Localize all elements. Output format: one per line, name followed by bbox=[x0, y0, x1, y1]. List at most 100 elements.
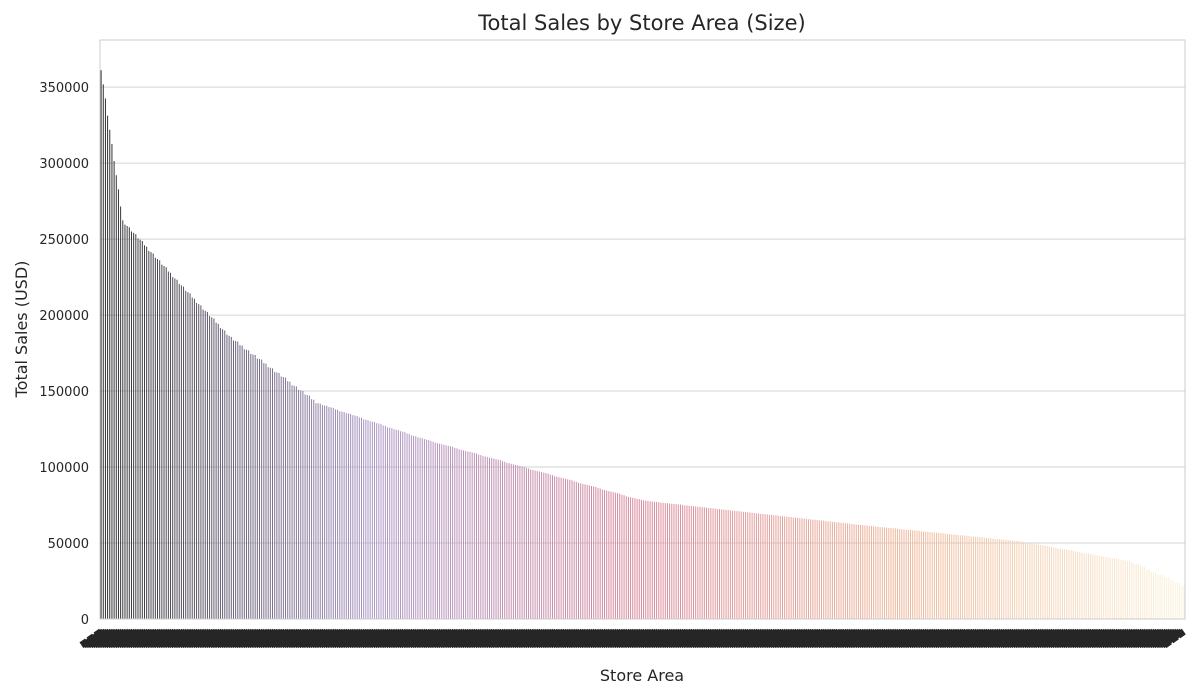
bar bbox=[1014, 540, 1016, 619]
bar bbox=[150, 252, 152, 619]
bar bbox=[1111, 558, 1113, 619]
bar bbox=[840, 522, 842, 619]
bar bbox=[471, 452, 473, 619]
bar bbox=[834, 521, 836, 619]
y-tick-label: 0 bbox=[81, 613, 89, 628]
bar bbox=[1083, 553, 1085, 619]
y-tick-label: 50000 bbox=[48, 537, 89, 552]
bar bbox=[1105, 557, 1107, 619]
bar bbox=[1025, 542, 1026, 619]
bar bbox=[378, 423, 380, 619]
bar bbox=[896, 528, 898, 619]
bar bbox=[278, 372, 280, 619]
bar bbox=[1081, 552, 1083, 619]
bar bbox=[768, 514, 770, 619]
bar bbox=[224, 330, 226, 619]
bar bbox=[1027, 542, 1029, 619]
bar bbox=[736, 511, 738, 619]
bar bbox=[454, 447, 456, 619]
bar bbox=[1109, 557, 1111, 619]
bar bbox=[671, 503, 673, 619]
bar bbox=[282, 377, 284, 619]
bar bbox=[580, 483, 582, 619]
bar bbox=[918, 530, 920, 619]
bar bbox=[413, 435, 415, 619]
bar bbox=[423, 439, 425, 619]
bar bbox=[886, 527, 888, 619]
bar bbox=[1042, 545, 1044, 619]
bar bbox=[265, 363, 267, 619]
y-tick-label: 150000 bbox=[39, 385, 89, 400]
bar bbox=[1022, 541, 1024, 619]
bar bbox=[350, 413, 352, 619]
bar bbox=[276, 372, 278, 619]
bar bbox=[647, 500, 649, 619]
bar bbox=[1183, 585, 1185, 619]
bar bbox=[130, 231, 132, 619]
bar bbox=[456, 448, 458, 619]
bar bbox=[801, 518, 803, 619]
bar bbox=[1001, 539, 1003, 619]
bar bbox=[152, 253, 154, 619]
bar bbox=[653, 501, 655, 619]
bar bbox=[946, 534, 948, 619]
bar bbox=[777, 515, 779, 619]
bar bbox=[232, 340, 234, 619]
bar bbox=[356, 415, 358, 619]
bar bbox=[1096, 555, 1098, 619]
bar bbox=[504, 461, 506, 619]
bar bbox=[460, 449, 462, 619]
bar bbox=[315, 403, 317, 619]
bar bbox=[786, 516, 788, 619]
bar bbox=[326, 405, 328, 619]
bar bbox=[593, 486, 595, 619]
bar bbox=[515, 464, 517, 619]
bar bbox=[304, 394, 306, 619]
bar bbox=[727, 509, 729, 619]
bar bbox=[1087, 553, 1089, 619]
bar bbox=[651, 501, 653, 619]
bar bbox=[489, 457, 491, 619]
bar bbox=[951, 534, 953, 619]
bar bbox=[725, 509, 727, 619]
bar bbox=[319, 403, 321, 619]
bar bbox=[523, 466, 525, 619]
bar bbox=[734, 510, 736, 619]
bar bbox=[180, 285, 182, 619]
bar bbox=[486, 457, 488, 619]
bar bbox=[245, 349, 247, 619]
bar bbox=[610, 491, 612, 619]
bar bbox=[660, 502, 662, 619]
bar bbox=[252, 354, 254, 619]
bar bbox=[838, 522, 840, 619]
bar bbox=[649, 501, 651, 619]
bar bbox=[810, 519, 812, 619]
bar bbox=[1044, 545, 1046, 619]
bar bbox=[100, 70, 102, 620]
bar bbox=[760, 513, 762, 619]
bar bbox=[226, 334, 228, 619]
bar bbox=[643, 500, 645, 619]
bar bbox=[1012, 540, 1013, 619]
bar bbox=[484, 456, 486, 619]
bar bbox=[187, 292, 189, 619]
y-tick-label: 250000 bbox=[39, 233, 89, 248]
bar bbox=[745, 512, 747, 619]
bar bbox=[920, 531, 922, 619]
bar bbox=[627, 496, 629, 619]
bar bbox=[753, 513, 755, 619]
bar bbox=[975, 536, 977, 619]
bar bbox=[430, 441, 432, 619]
bar bbox=[914, 530, 916, 619]
bar bbox=[1020, 541, 1022, 619]
bar bbox=[120, 206, 122, 619]
bar bbox=[510, 463, 512, 619]
bar bbox=[104, 98, 106, 619]
bar bbox=[352, 415, 354, 619]
bar bbox=[1122, 559, 1124, 619]
bar bbox=[712, 508, 714, 619]
bar bbox=[805, 518, 807, 619]
bar bbox=[664, 503, 666, 619]
bar bbox=[775, 515, 777, 619]
